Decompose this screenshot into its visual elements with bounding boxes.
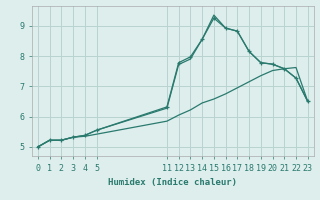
X-axis label: Humidex (Indice chaleur): Humidex (Indice chaleur) [108, 178, 237, 187]
